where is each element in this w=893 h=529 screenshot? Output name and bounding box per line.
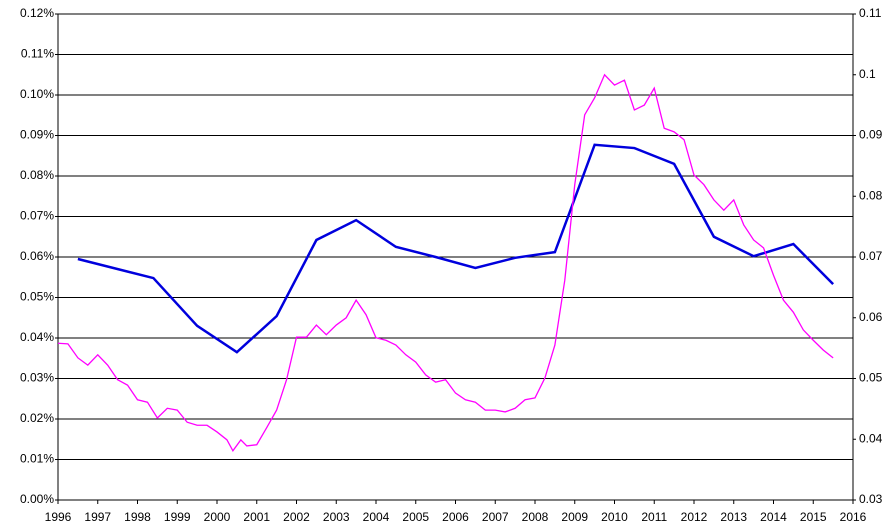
x-tick-label: 2015 <box>800 510 827 524</box>
y-tick-label: 0.02% <box>20 411 54 425</box>
x-tick-label: 2003 <box>323 510 350 524</box>
y-tick-label: 0.07% <box>20 209 54 223</box>
x-tick-label: 1997 <box>84 510 111 524</box>
y-tick-label: 0.00% <box>20 492 54 506</box>
x-tick-label: 2000 <box>204 510 231 524</box>
y2-tick-label: 0.11 <box>859 6 882 20</box>
y-tick-label: 0.11% <box>21 47 54 61</box>
x-tick-label: 2016 <box>840 510 867 524</box>
y-tick-label: 0.03% <box>20 371 54 385</box>
y-tick-label: 0.06% <box>20 249 54 263</box>
y-tick-label: 0.09% <box>20 128 54 142</box>
y2-tick-label: 0.09 <box>859 128 883 142</box>
y2-tick-label: 0.03 <box>859 492 883 506</box>
y2-tick-label: 0.07 <box>859 249 883 263</box>
y-tick-label: 0.10% <box>20 87 54 101</box>
x-tick-label: 1996 <box>45 510 72 524</box>
x-tick-label: 2011 <box>641 510 667 524</box>
x-tick-label: 2014 <box>760 510 787 524</box>
x-tick-label: 2002 <box>283 510 310 524</box>
x-tick-label: 2007 <box>482 510 509 524</box>
x-tick-label: 1998 <box>124 510 151 524</box>
x-tick-label: 1999 <box>164 510 191 524</box>
y-tick-label: 0.12% <box>20 6 54 20</box>
y2-tick-label: 0.1 <box>859 67 876 81</box>
x-tick-label: 2009 <box>561 510 588 524</box>
x-tick-label: 2008 <box>522 510 549 524</box>
x-tick-label: 2004 <box>363 510 390 524</box>
x-tick-label: 2005 <box>402 510 429 524</box>
series-line <box>77 143 835 354</box>
x-tick-label: 2012 <box>681 510 708 524</box>
y-tick-label: 0.04% <box>20 330 54 344</box>
y2-tick-label: 0.05 <box>859 371 883 385</box>
y2-tick-label: 0.08 <box>859 188 883 202</box>
y2-tick-label: 0.06 <box>859 310 883 324</box>
x-tick-label: 2010 <box>601 510 628 524</box>
x-tick-label: 2013 <box>720 510 747 524</box>
x-tick-label: 2001 <box>243 510 270 524</box>
y-tick-label: 0.01% <box>20 452 54 466</box>
y-tick-label: 0.05% <box>20 290 54 304</box>
series-line <box>57 73 834 453</box>
x-tick-label: 2006 <box>442 510 469 524</box>
y-tick-label: 0.08% <box>20 168 54 182</box>
y2-tick-label: 0.04 <box>859 431 883 445</box>
